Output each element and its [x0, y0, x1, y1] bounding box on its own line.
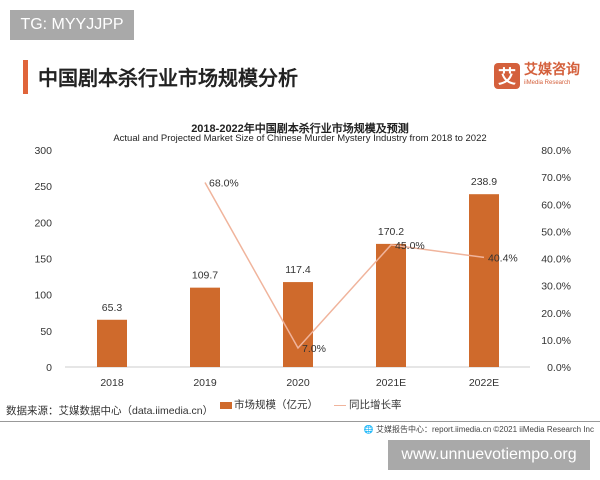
y-right-tick: 60.0%: [541, 199, 571, 211]
x-tick: 2022E: [469, 377, 499, 389]
bar-label: 109.7: [192, 270, 218, 282]
footer-credit: 🌐 艾媒报告中心：report.iimedia.cn ©2021 iiMedia…: [363, 425, 594, 434]
y-left-tick: 0: [46, 362, 52, 374]
bar: [190, 287, 220, 367]
legend-bar: 市场规模（亿元）: [220, 397, 318, 412]
divider: [0, 421, 600, 422]
legend: 市场规模（亿元） 同比增长率: [220, 397, 402, 412]
chart: 0 50 100 150 200 250 300 0.0% 10.0% 20.0% 30.0% 40.…: [34, 145, 571, 389]
page-title: 中国剧本杀行业市场规模分析: [38, 68, 298, 90]
y-right-tick: 40.0%: [541, 254, 571, 266]
line-label: 40.4%: [488, 252, 518, 264]
bar: [469, 194, 499, 367]
legend-line: 同比增长率: [334, 397, 402, 412]
bar-label: 238.9: [471, 176, 497, 188]
watermark-top: TG: MYYJJPP: [10, 10, 134, 40]
y-left-tick: 300: [34, 145, 52, 157]
legend-bar-swatch: [220, 401, 232, 409]
bar: [97, 319, 127, 367]
y-right-tick: 70.0%: [541, 172, 571, 184]
line-label: 68.0%: [209, 178, 239, 190]
chart-subtitle: Actual and Projected Market Size of Chin…: [113, 133, 487, 144]
y-right-tick: 30.0%: [541, 281, 571, 293]
bar: [376, 243, 406, 367]
y-right-tick: 10.0%: [541, 335, 571, 347]
growth-line: [204, 182, 485, 350]
bar-label: 170.2: [378, 226, 404, 238]
y-left-tick: 100: [34, 290, 52, 302]
y-left-tick: 250: [34, 181, 52, 193]
y-left-tick: 200: [34, 217, 52, 229]
y-left-tick: 150: [34, 254, 52, 266]
bar-label: 65.3: [102, 302, 123, 314]
bar-label: 117.4: [285, 264, 311, 276]
y-right-tick: 50.0%: [541, 226, 571, 238]
title-accent-bar: [23, 60, 28, 94]
x-tick: 2018: [100, 377, 124, 389]
logo-mark: 艾: [494, 63, 520, 89]
line-label: 45.0%: [395, 240, 425, 252]
watermark-bottom: www.unnuevotiempo.org: [388, 440, 590, 470]
x-tick: 2019: [193, 377, 217, 389]
legend-line-swatch: [334, 404, 346, 406]
logo-cn: 艾媒咨询: [524, 61, 580, 77]
x-tick: 2021E: [376, 377, 406, 389]
bar: [283, 282, 313, 367]
chart-title: 2018-2022年中国剧本杀行业市场规模及预测: [191, 123, 409, 135]
y-right-tick: 0.0%: [547, 362, 571, 374]
line-label: 7.0%: [302, 343, 326, 355]
x-tick: 2020: [286, 377, 310, 389]
y-left-tick: 50: [40, 326, 52, 338]
data-source: 数据来源：艾媒数据中心（data.iimedia.cn）: [6, 405, 214, 417]
logo-en: iiMedia Research: [524, 80, 571, 86]
y-right-tick: 20.0%: [541, 308, 571, 320]
logo: 艾 艾媒咨询 iiMedia Research: [494, 62, 580, 90]
y-right-tick: 80.0%: [541, 145, 571, 157]
